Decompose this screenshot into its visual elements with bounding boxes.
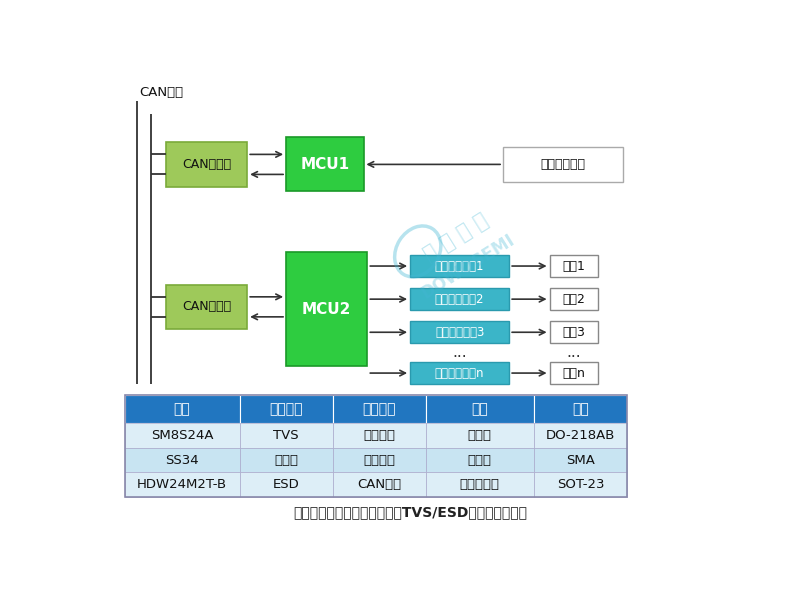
- Text: 车灯驱动电路2: 车灯驱动电路2: [435, 293, 484, 305]
- Text: SMA: SMA: [566, 454, 595, 467]
- Bar: [426, 423, 534, 448]
- Text: 电源输入: 电源输入: [363, 429, 395, 442]
- Text: 车灯n: 车灯n: [562, 367, 585, 380]
- Text: 抛负载: 抛负载: [468, 429, 492, 442]
- Bar: [534, 395, 627, 423]
- Text: 浪涌、静电: 浪涌、静电: [460, 478, 500, 491]
- Text: ESD: ESD: [273, 478, 299, 491]
- Bar: [333, 472, 426, 497]
- Bar: [410, 362, 509, 384]
- Bar: [125, 395, 239, 423]
- Text: CAN总线: CAN总线: [138, 86, 183, 99]
- Text: 作用: 作用: [471, 402, 488, 416]
- Text: ...: ...: [452, 345, 467, 360]
- Bar: [125, 472, 239, 497]
- Bar: [239, 448, 333, 472]
- Bar: [239, 472, 333, 497]
- Text: 使用位置: 使用位置: [362, 402, 396, 416]
- Text: 车灯驱动电路n: 车灯驱动电路n: [435, 367, 484, 380]
- Text: 车灯控制开关: 车灯控制开关: [541, 158, 586, 171]
- Text: CAN总线: CAN总线: [357, 478, 401, 491]
- Text: 封装: 封装: [572, 402, 589, 416]
- Bar: [410, 255, 509, 277]
- Bar: [239, 423, 333, 448]
- Text: MCU2: MCU2: [302, 302, 351, 317]
- Text: 车灯2: 车灯2: [562, 293, 585, 305]
- Text: MCU1: MCU1: [300, 157, 350, 172]
- Bar: [286, 252, 367, 366]
- Bar: [503, 146, 623, 182]
- Bar: [550, 255, 598, 277]
- Bar: [534, 472, 627, 497]
- Bar: [333, 423, 426, 448]
- Bar: [125, 395, 627, 497]
- Text: 型号: 型号: [174, 402, 190, 416]
- Bar: [333, 395, 426, 423]
- Bar: [550, 322, 598, 343]
- Text: 车灯3: 车灯3: [562, 326, 585, 339]
- Text: DO-218AB: DO-218AB: [546, 429, 615, 442]
- Bar: [426, 395, 534, 423]
- Text: 汽车车灯模块浪涌静电保护及TVS/ESD二极管选型指南: 汽车车灯模块浪涌静电保护及TVS/ESD二极管选型指南: [293, 505, 527, 520]
- Bar: [550, 289, 598, 310]
- Bar: [534, 448, 627, 472]
- Text: 车灯1: 车灯1: [562, 260, 585, 272]
- Text: CAN收发器: CAN收发器: [182, 158, 231, 171]
- Bar: [166, 142, 247, 187]
- Text: 电源输入: 电源输入: [363, 454, 395, 467]
- Bar: [410, 322, 509, 343]
- Text: HDW24M2T-B: HDW24M2T-B: [137, 478, 227, 491]
- Bar: [239, 395, 333, 423]
- Bar: [426, 472, 534, 497]
- Text: SS34: SS34: [166, 454, 199, 467]
- Bar: [286, 137, 363, 191]
- Text: 防反接: 防反接: [468, 454, 492, 467]
- Text: DOWOSEMI: DOWOSEMI: [418, 231, 518, 302]
- Bar: [410, 289, 509, 310]
- Text: CAN收发器: CAN收发器: [182, 301, 231, 313]
- Bar: [125, 423, 239, 448]
- Text: 车灯驱动电路1: 车灯驱动电路1: [435, 260, 484, 272]
- Text: ...: ...: [566, 345, 581, 360]
- Bar: [550, 362, 598, 384]
- Text: 肖特基: 肖特基: [274, 454, 298, 467]
- Text: 器件类型: 器件类型: [270, 402, 302, 416]
- Text: TVS: TVS: [273, 429, 299, 442]
- Bar: [534, 423, 627, 448]
- Bar: [166, 284, 247, 329]
- Bar: [426, 448, 534, 472]
- Text: SOT-23: SOT-23: [557, 478, 604, 491]
- Text: 东 沃 电 子: 东 沃 电 子: [421, 210, 492, 265]
- Bar: [333, 448, 426, 472]
- Text: SM8S24A: SM8S24A: [151, 429, 214, 442]
- Text: 车灯驱动电路3: 车灯驱动电路3: [435, 326, 484, 339]
- Bar: [125, 448, 239, 472]
